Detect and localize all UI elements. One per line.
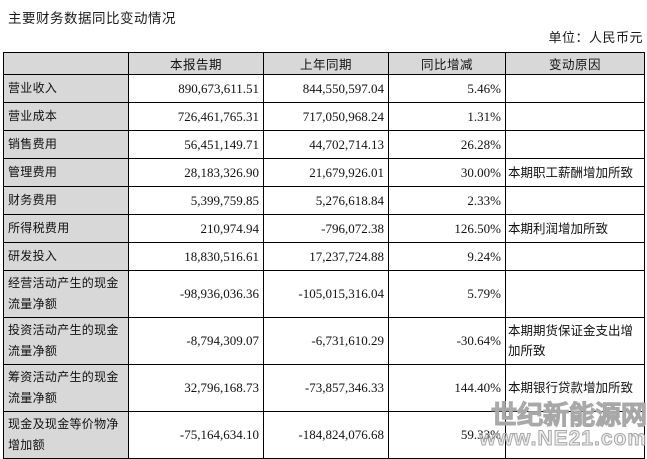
table-row: 营业收入 890,673,611.51 844,550,597.04 5.46% — [3, 74, 645, 103]
page-title: 主要财务数据同比变动情况 — [8, 11, 176, 26]
table-row: 投资活动产生的现金流量净额 -8,794,309.07 -6,731,610.2… — [3, 317, 645, 365]
prior-value: -6,731,610.29 — [263, 317, 389, 365]
reason-value: 本期利润增加所致 — [505, 214, 645, 243]
table-row: 研发投入 18,830,516.61 17,237,724.88 9.24% — [3, 242, 645, 271]
current-value: 32,796,168.73 — [128, 364, 264, 412]
change-value: 5.79% — [388, 270, 506, 318]
change-value: 2.33% — [388, 186, 506, 215]
table-row: 筹资活动产生的现金流量净额 32,796,168.73 -73,857,346.… — [3, 364, 645, 412]
change-value: 126.50% — [388, 214, 506, 243]
prior-value: 21,679,926.01 — [263, 158, 389, 187]
prior-value: 17,237,724.88 — [263, 242, 389, 271]
row-label: 财务费用 — [3, 186, 129, 215]
reason-value — [505, 102, 645, 131]
row-label: 筹资活动产生的现金流量净额 — [3, 364, 129, 412]
current-value: 56,451,149.71 — [128, 130, 264, 159]
row-label: 管理费用 — [3, 158, 129, 187]
change-value: 30.00% — [388, 158, 506, 187]
reason-value — [505, 411, 645, 459]
current-value: -98,936,036.36 — [128, 270, 264, 318]
current-value: 726,461,765.31 — [128, 102, 264, 131]
header-yoy-change: 同比增减 — [388, 52, 506, 75]
reason-value: 本期期货保证金支出增加所致 — [505, 317, 645, 365]
table-header-row: 本报告期 上年同期 同比增减 变动原因 — [3, 52, 645, 75]
reason-value — [505, 186, 645, 215]
change-value: 59.33% — [388, 411, 506, 459]
currency-unit-label: 单位：人民币元 — [548, 30, 643, 45]
table-row: 管理费用 28,183,326.90 21,679,926.01 30.00% … — [3, 158, 645, 187]
row-label: 所得税费用 — [3, 214, 129, 243]
change-value: 5.46% — [388, 74, 506, 103]
prior-value: 844,550,597.04 — [263, 74, 389, 103]
change-value: -30.64% — [388, 317, 506, 365]
table-row: 经营活动产生的现金流量净额 -98,936,036.36 -105,015,31… — [3, 270, 645, 318]
current-value: -75,164,634.10 — [128, 411, 264, 459]
row-label: 营业成本 — [3, 102, 129, 131]
change-value: 26.28% — [388, 130, 506, 159]
row-label: 现金及现金等价物净增加额 — [3, 411, 129, 459]
reason-value — [505, 74, 645, 103]
table-row: 所得税费用 210,974.94 -796,072.38 126.50% 本期利… — [3, 214, 645, 243]
row-label: 经营活动产生的现金流量净额 — [3, 270, 129, 318]
row-label: 营业收入 — [3, 74, 129, 103]
prior-value: -105,015,316.04 — [263, 270, 389, 318]
current-value: -8,794,309.07 — [128, 317, 264, 365]
prior-value: -796,072.38 — [263, 214, 389, 243]
prior-value: 717,050,968.24 — [263, 102, 389, 131]
change-value: 9.24% — [388, 242, 506, 271]
reason-value: 本期银行贷款增加所致 — [505, 364, 645, 412]
header-current-period: 本报告期 — [128, 52, 264, 75]
change-value: 144.40% — [388, 364, 506, 412]
header-prior-period: 上年同期 — [263, 52, 389, 75]
current-value: 5,399,759.85 — [128, 186, 264, 215]
financial-data-table: 本报告期 上年同期 同比增减 变动原因 营业收入 890,673,611.51 … — [3, 52, 645, 459]
current-value: 18,830,516.61 — [128, 242, 264, 271]
table-row: 现金及现金等价物净增加额 -75,164,634.10 -184,824,076… — [3, 411, 645, 459]
header-blank — [3, 52, 129, 75]
prior-value: -184,824,076.68 — [263, 411, 389, 459]
reason-value — [505, 130, 645, 159]
reason-value — [505, 270, 645, 318]
prior-value: 44,702,714.13 — [263, 130, 389, 159]
prior-value: -73,857,346.33 — [263, 364, 389, 412]
row-label: 销售费用 — [3, 130, 129, 159]
row-label: 投资活动产生的现金流量净额 — [3, 317, 129, 365]
current-value: 28,183,326.90 — [128, 158, 264, 187]
change-value: 1.31% — [388, 102, 506, 131]
table-row: 销售费用 56,451,149.71 44,702,714.13 26.28% — [3, 130, 645, 159]
current-value: 210,974.94 — [128, 214, 264, 243]
table-row: 财务费用 5,399,759.85 5,276,618.84 2.33% — [3, 186, 645, 215]
header-change-reason: 变动原因 — [505, 52, 645, 75]
row-label: 研发投入 — [3, 242, 129, 271]
current-value: 890,673,611.51 — [128, 74, 264, 103]
reason-value: 本期职工薪酬增加所致 — [505, 158, 645, 187]
table-row: 营业成本 726,461,765.31 717,050,968.24 1.31% — [3, 102, 645, 131]
reason-value — [505, 242, 645, 271]
prior-value: 5,276,618.84 — [263, 186, 389, 215]
